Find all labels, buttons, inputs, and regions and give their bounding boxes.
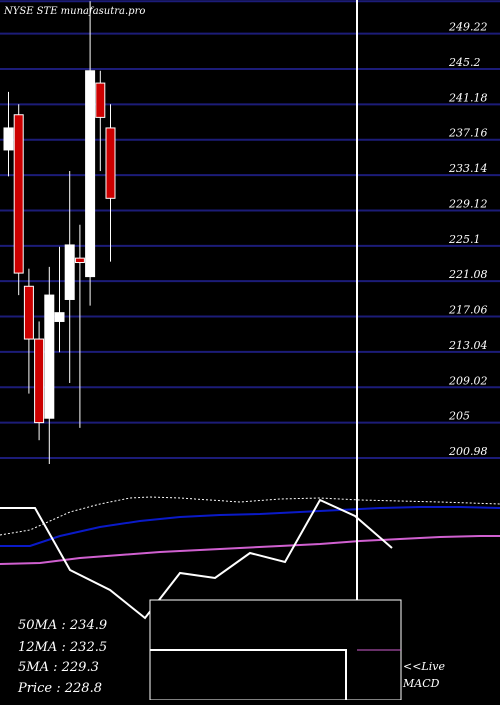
- indicator-white-line: [0, 498, 393, 620]
- ma-legend: 50MA : 234.9 12MA : 232.5 5MA : 229.3 Pr…: [17, 618, 107, 696]
- candle-body: [54, 312, 65, 322]
- macd-line: [150, 649, 347, 700]
- legend-50ma: 50MA : 234.9: [18, 618, 107, 633]
- legend-price: Price : 228.8: [17, 681, 102, 696]
- candles: [3, 1, 116, 464]
- candle-body: [64, 244, 75, 300]
- y-tick-label: 252.9: [448, 0, 481, 1]
- y-tick-label: 241.18: [448, 91, 488, 104]
- y-tick-label: 249.22: [448, 21, 488, 34]
- macd-label: MACD: [402, 677, 440, 690]
- y-tick-label: 245.2: [448, 56, 481, 69]
- y-tick-label: 200.98: [448, 445, 488, 458]
- candle-body: [23, 285, 34, 340]
- candle-body: [3, 127, 14, 151]
- legend-5ma: 5MA : 229.3: [18, 660, 99, 675]
- y-axis-ticks: 252.9 249.22 245.2 241.18 237.16 233.14 229.12…: [448, 0, 488, 458]
- y-tick-label: 229.12: [448, 197, 488, 210]
- ma-blue-line: [0, 506, 500, 547]
- candle-body: [34, 338, 45, 424]
- y-tick-label: 209.02: [448, 374, 488, 387]
- candle-body: [74, 257, 85, 264]
- candle-body: [95, 82, 106, 118]
- candle-body: [44, 294, 55, 419]
- y-tick-label: 225.1: [448, 233, 481, 246]
- chart-title: NYSE STE munafasutra.pro: [3, 6, 145, 17]
- y-tick-label: 213.04: [448, 339, 488, 352]
- candle-body: [13, 114, 24, 274]
- grid-lines: [0, 0, 500, 459]
- candle-body: [85, 70, 96, 278]
- legend-12ma: 12MA : 232.5: [18, 640, 107, 655]
- live-label: <<Live: [403, 660, 445, 673]
- y-tick-label: 217.06: [448, 304, 488, 317]
- y-tick-label: 221.08: [448, 268, 488, 281]
- y-tick-label: 237.16: [448, 127, 488, 140]
- candle-body: [105, 127, 116, 199]
- y-tick-label: 205: [448, 410, 470, 423]
- y-tick-label: 233.14: [448, 162, 488, 175]
- ma-magenta-line: [0, 535, 500, 565]
